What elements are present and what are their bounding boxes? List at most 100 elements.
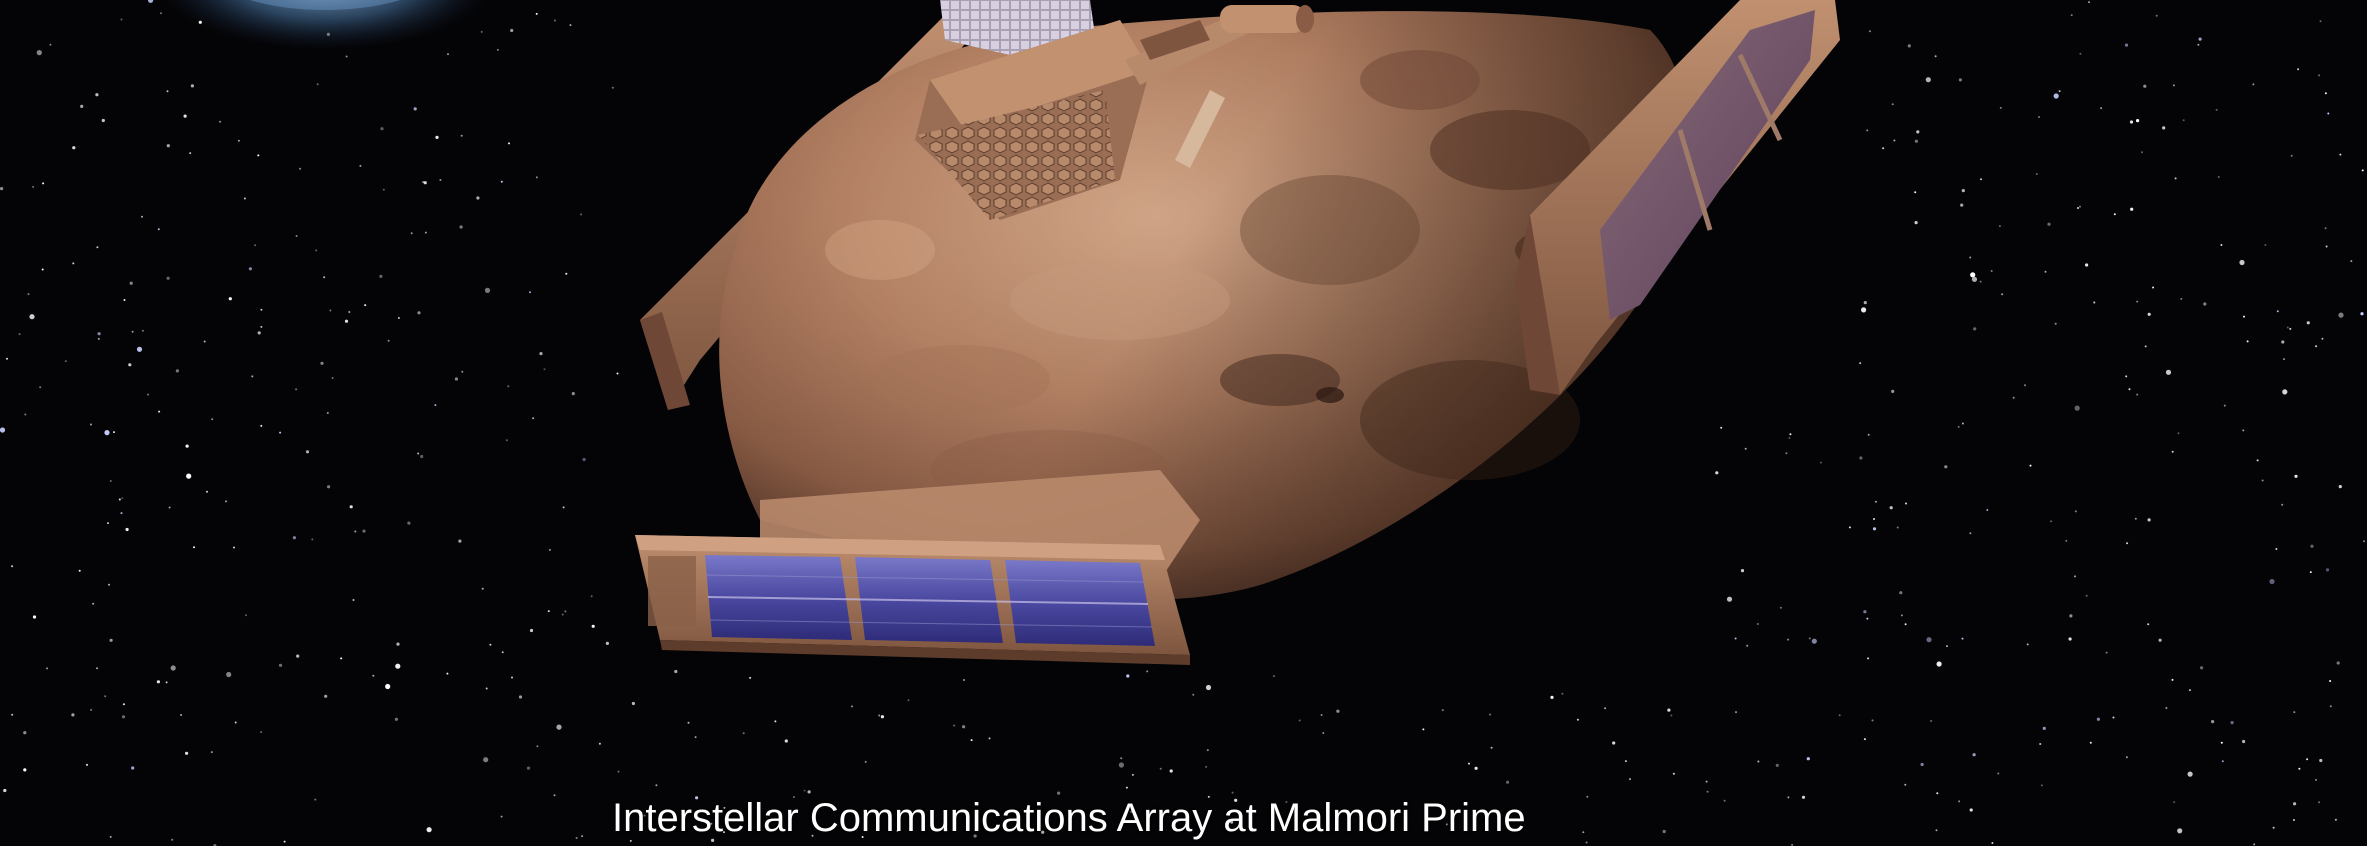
star: [109, 835, 112, 838]
star: [616, 372, 619, 375]
star: [1811, 638, 1817, 644]
star: [364, 304, 367, 307]
star: [320, 361, 324, 365]
star: [811, 834, 814, 837]
star: [454, 377, 458, 381]
star: [742, 732, 745, 735]
star: [1789, 433, 1792, 436]
star: [695, 796, 699, 800]
star: [254, 244, 257, 247]
star: [591, 624, 595, 628]
star: [518, 695, 523, 699]
star: [260, 308, 263, 311]
star: [2155, 14, 2158, 17]
star: [1787, 638, 1790, 641]
star: [109, 480, 112, 482]
star: [1273, 675, 1275, 678]
star: [396, 642, 400, 646]
star: [180, 714, 183, 716]
star: [1907, 44, 1911, 48]
star: [413, 107, 417, 111]
star: [72, 262, 75, 265]
star: [2306, 321, 2310, 325]
star: [372, 674, 375, 677]
star: [922, 821, 925, 824]
distant-planet-icon: [162, 0, 488, 50]
star: [385, 683, 391, 690]
star: [1979, 280, 1982, 283]
star: [2334, 818, 2337, 821]
star: [580, 213, 582, 216]
star: [1861, 307, 1867, 313]
star: [2074, 510, 2077, 513]
star: [107, 522, 109, 525]
star: [32, 615, 37, 619]
star: [1969, 808, 1973, 812]
star: [279, 431, 282, 434]
star: [1871, 719, 1874, 722]
star: [260, 325, 263, 328]
star: [581, 835, 584, 838]
star: [2360, 312, 2364, 316]
star: [1756, 623, 1759, 625]
star: [2272, 826, 2275, 829]
star: [326, 32, 330, 37]
star: [233, 546, 235, 549]
star: [64, 360, 67, 363]
star: [446, 672, 449, 675]
star: [1468, 762, 1470, 765]
star: [160, 12, 162, 15]
star: [1873, 518, 1875, 520]
star: [417, 311, 421, 315]
star: [1624, 760, 1627, 763]
star: [305, 450, 310, 454]
star: [2085, 594, 2088, 597]
star: [104, 430, 110, 436]
star: [2024, 384, 2026, 387]
star: [2221, 760, 2224, 763]
star: [2324, 92, 2327, 95]
star: [2180, 297, 2183, 300]
star: [278, 663, 283, 667]
star: [2325, 245, 2328, 248]
star: [129, 281, 133, 285]
star: [774, 720, 777, 723]
star: [1863, 301, 1867, 305]
star: [556, 724, 562, 730]
star: [1586, 795, 1589, 798]
star: [2350, 260, 2353, 263]
bottom-solar-panel: [635, 535, 1190, 665]
star: [292, 536, 296, 540]
star: [104, 695, 107, 698]
star: [861, 836, 864, 838]
star: [687, 721, 690, 724]
star: [447, 53, 449, 56]
star: [80, 104, 84, 108]
star: [2293, 711, 2296, 714]
star: [1057, 791, 1061, 795]
star: [1489, 713, 1492, 716]
star: [1582, 831, 1585, 834]
star: [1969, 532, 1972, 535]
star: [108, 583, 110, 586]
star: [2047, 222, 2051, 226]
star: [569, 24, 572, 27]
star: [434, 404, 437, 407]
star: [23, 731, 27, 735]
star: [2329, 705, 2332, 708]
star: [2294, 474, 2298, 478]
star: [1819, 461, 1822, 464]
star: [2281, 340, 2285, 344]
star: [561, 613, 564, 616]
star: [379, 274, 383, 278]
star: [988, 737, 991, 740]
star: [3, 788, 7, 793]
star: [535, 176, 538, 179]
star: [2269, 578, 2275, 585]
star: [2158, 638, 2162, 642]
star: [1970, 272, 1976, 278]
star: [1506, 780, 1510, 784]
star: [2264, 244, 2267, 246]
star: [315, 249, 318, 252]
star: [72, 146, 76, 150]
